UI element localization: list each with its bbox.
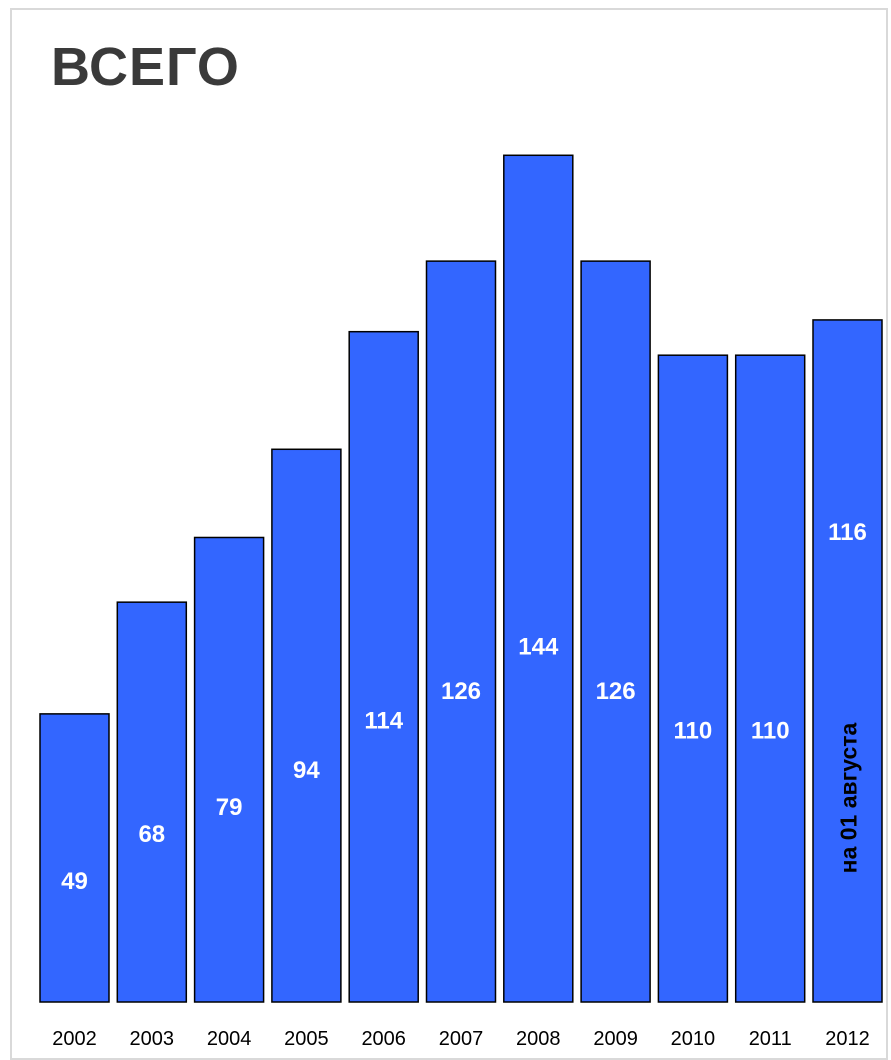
value-label-2012: 116 — [828, 519, 867, 546]
bar-2009 — [580, 260, 651, 1003]
value-label-2005: 94 — [293, 757, 320, 784]
x-tick-2008: 2008 — [516, 1028, 561, 1050]
x-tick-2004: 2004 — [207, 1028, 252, 1050]
value-label-2007: 126 — [441, 678, 481, 705]
x-tick-2005: 2005 — [284, 1028, 329, 1050]
bar-2012 — [812, 319, 883, 1003]
bar-2005 — [271, 448, 342, 1003]
bar-2011 — [734, 354, 806, 1003]
x-tick-2007: 2007 — [439, 1028, 484, 1050]
bar-2002 — [39, 713, 110, 1003]
value-label-2010: 110 — [674, 717, 713, 744]
bar-2003 — [116, 601, 188, 1003]
bar-2004 — [193, 536, 265, 1003]
x-tick-2006: 2006 — [361, 1028, 406, 1050]
chart-title: ВСЕГО — [51, 37, 240, 97]
x-tick-2009: 2009 — [593, 1028, 638, 1050]
x-tick-2002: 2002 — [52, 1028, 97, 1050]
bar-2007 — [425, 260, 497, 1003]
value-label-2004: 79 — [216, 794, 243, 821]
value-label-2003: 68 — [138, 821, 165, 848]
x-tick-2011: 2011 — [749, 1028, 792, 1050]
value-label-2006: 114 — [364, 707, 403, 734]
x-tick-2012: 2012 — [825, 1028, 870, 1050]
bar-2010 — [657, 354, 729, 1003]
x-tick-2010: 2010 — [671, 1028, 716, 1050]
bar-2008 — [503, 154, 574, 1003]
value-label-2002: 49 — [61, 868, 88, 895]
annotation-2012: на 01 августа — [836, 722, 862, 873]
bar-2006 — [348, 330, 419, 1003]
value-label-2011: 110 — [751, 717, 790, 744]
value-label-2009: 126 — [596, 678, 636, 705]
x-tick-2003: 2003 — [130, 1028, 175, 1050]
value-label-2008: 144 — [518, 633, 559, 660]
